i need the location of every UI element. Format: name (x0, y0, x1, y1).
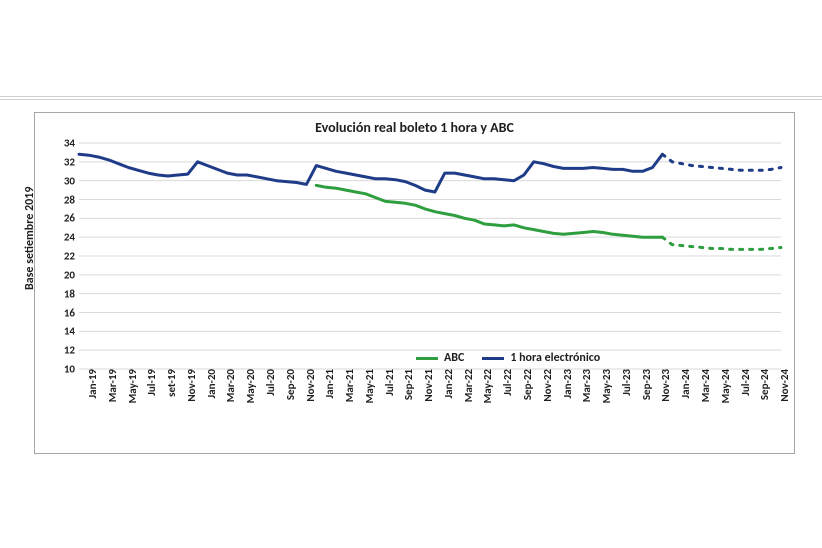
x-tick-label: Mar-19 (104, 369, 119, 402)
y-tick-label: 34 (64, 137, 79, 150)
legend-item: ABC (416, 351, 464, 365)
x-tick-label: Jan-22 (440, 369, 455, 399)
x-tick-label: Jan-24 (677, 369, 692, 399)
separator-line (0, 99, 822, 100)
page: Evolución real boleto 1 hora y ABC 10121… (0, 0, 822, 548)
legend-item: 1 hora electrónico (482, 351, 600, 365)
x-tick-label: Mar-21 (341, 369, 356, 402)
legend: ABC 1 hora electrónico (416, 351, 600, 365)
x-tick-label: Jul-24 (737, 369, 752, 396)
y-tick-label: 32 (64, 155, 79, 168)
x-tick-label: Sep-20 (282, 369, 297, 400)
x-tick-label: Mar-20 (222, 369, 237, 402)
x-tick-label: Jul-23 (618, 369, 633, 396)
y-tick-label: 18 (64, 287, 79, 300)
x-tick-label: Nov-22 (539, 369, 554, 402)
x-tick-label: set-19 (163, 369, 178, 397)
y-tick-label: 12 (64, 344, 79, 357)
y-tick-label: 28 (64, 193, 79, 206)
x-tick-label: Jan-23 (559, 369, 574, 399)
x-tick-label: May-19 (124, 369, 139, 403)
x-tick-label: Nov-24 (776, 369, 791, 402)
x-tick-label: Jul-20 (262, 369, 277, 396)
y-axis-label: Base setiembre 2019 (23, 187, 37, 290)
x-tick-label: Sep-21 (400, 369, 415, 400)
x-tick-label: Jan-19 (84, 369, 99, 399)
x-tick-label: May-21 (361, 369, 376, 403)
x-tick-label: Sep-24 (756, 369, 771, 400)
x-tick-label: Nov-20 (302, 369, 317, 402)
plot-area: 10121416182022242628303234 Jan-19Mar-19M… (79, 143, 781, 369)
x-tick-label: Mar-22 (460, 369, 475, 402)
x-tick-label: May-20 (242, 369, 257, 403)
y-tick-label: 22 (64, 250, 79, 263)
legend-label: ABC (444, 351, 464, 365)
separator-line (0, 96, 822, 97)
x-tick-label: Nov-21 (420, 369, 435, 402)
x-tick-label: Jul-21 (381, 369, 396, 396)
x-tick-label: Jul-22 (499, 369, 514, 396)
x-tick-label: Nov-23 (657, 369, 672, 402)
x-tick-label: Jan-20 (203, 369, 218, 399)
plot-svg (79, 143, 781, 369)
x-tick-label: Sep-22 (519, 369, 534, 400)
x-tick-label: May-24 (717, 369, 732, 403)
y-tick-label: 26 (64, 212, 79, 225)
x-tick-label: Mar-24 (697, 369, 712, 402)
legend-label: 1 hora electrónico (510, 351, 600, 365)
y-tick-label: 16 (64, 306, 79, 319)
chart-frame: Evolución real boleto 1 hora y ABC 10121… (34, 112, 795, 454)
x-tick-label: Nov-19 (183, 369, 198, 402)
x-tick-label: Jan-21 (321, 369, 336, 399)
y-tick-label: 30 (64, 174, 79, 187)
legend-swatch (482, 357, 504, 360)
legend-swatch (416, 357, 438, 360)
x-tick-label: Mar-23 (578, 369, 593, 402)
y-tick-label: 14 (64, 325, 79, 338)
x-tick-label: May-23 (598, 369, 613, 403)
chart-title: Evolución real boleto 1 hora y ABC (35, 119, 794, 136)
y-tick-label: 20 (64, 268, 79, 281)
y-tick-label: 10 (64, 363, 79, 376)
y-tick-label: 24 (64, 231, 79, 244)
x-tick-label: Jul-19 (143, 369, 158, 396)
x-tick-label: May-22 (479, 369, 494, 403)
x-tick-label: Sep-23 (638, 369, 653, 400)
